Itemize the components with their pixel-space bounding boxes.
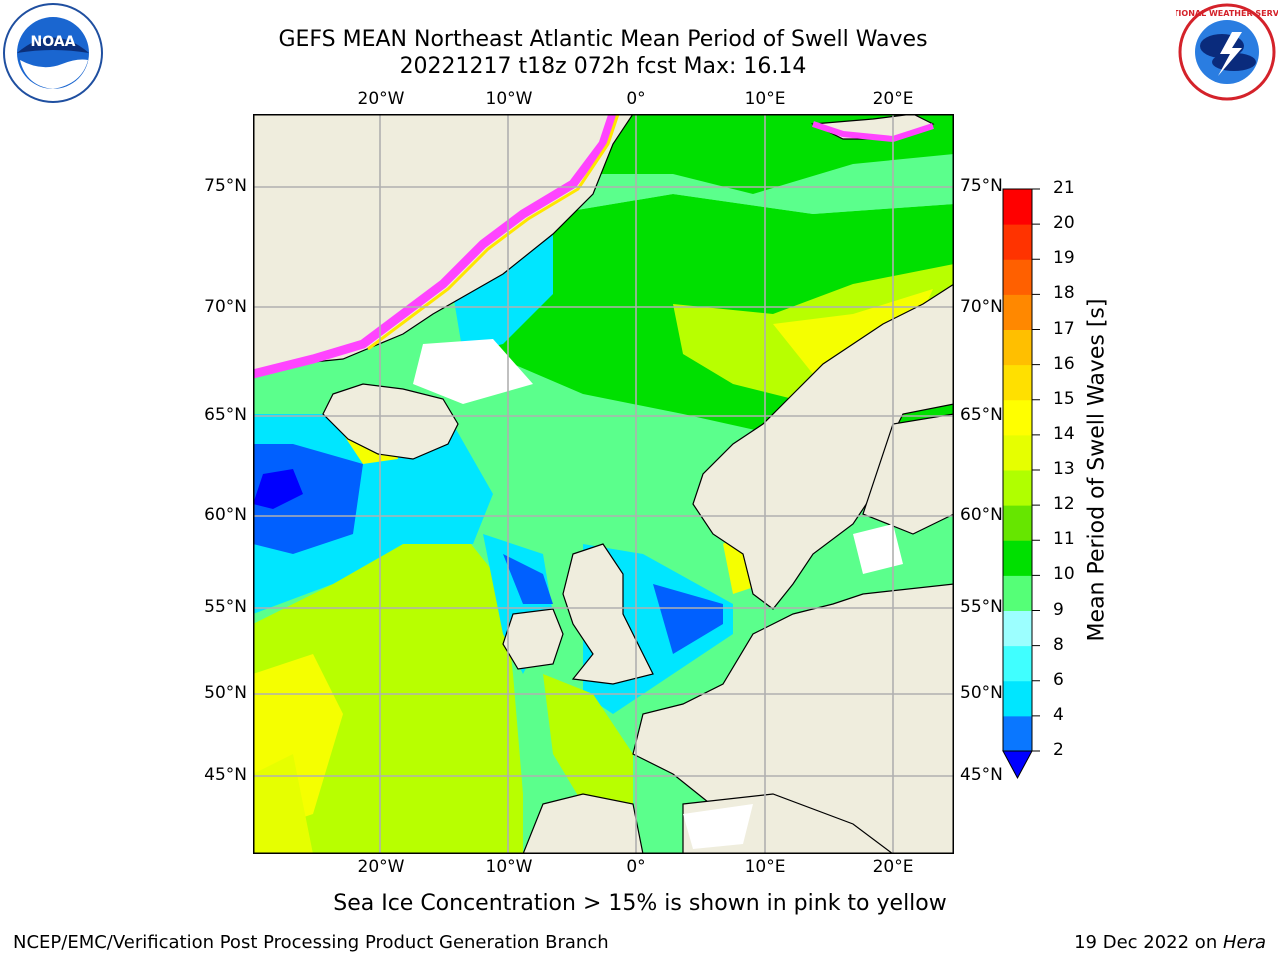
- finland: [862, 413, 954, 535]
- colorbar-swatch: [1003, 189, 1032, 225]
- footer-right: 19 Dec 2022 on Hera: [1074, 932, 1266, 953]
- footer-date: 19 Dec 2022 on: [1074, 932, 1223, 953]
- colorbar-tick-label: 16: [1053, 353, 1075, 374]
- lon-label-top-20w: 20°W: [357, 89, 405, 109]
- nws-logo-text: NATIONAL WEATHER SERVICE: [1176, 9, 1278, 18]
- lat-label-left-70n: 70°N: [204, 297, 247, 317]
- colorbar: [1002, 188, 1040, 780]
- ireland: [502, 608, 564, 670]
- lat-label-right-60n: 60°N: [960, 505, 1003, 525]
- colorbar-title: Mean Period of Swell Waves [s]: [1084, 298, 1110, 642]
- lat-label-right-50n: 50°N: [960, 683, 1003, 703]
- colorbar-tick-label: 15: [1053, 388, 1075, 409]
- lat-label-right-70n: 70°N: [960, 297, 1003, 317]
- chart-title-line2: 20221217 t18z 072h fcst Max: 16.14: [399, 54, 807, 79]
- colorbar-tick-label: 18: [1053, 283, 1075, 304]
- map-frame: [253, 114, 954, 854]
- no-data-areas: [413, 339, 903, 849]
- iberia: [522, 793, 644, 854]
- colorbar-swatch: [1003, 399, 1032, 436]
- colorbar-swatch: [1003, 505, 1032, 541]
- colorbar-swatch: [1003, 715, 1032, 752]
- colorbar-swatch: [1003, 645, 1032, 682]
- lat-label-left-55n: 55°N: [204, 597, 247, 617]
- colorbar-tick-label: 21: [1053, 178, 1075, 198]
- lat-label-left-75n: 75°N: [204, 176, 247, 196]
- colorbar-tick-label: 19: [1053, 248, 1075, 269]
- colorbar-swatch: [1003, 259, 1032, 295]
- chart-title-line1: GEFS MEAN Northeast Atlantic Mean Period…: [278, 27, 928, 52]
- iceland: [322, 383, 459, 460]
- graticule: [253, 114, 954, 854]
- noaa-logo: NOAA: [3, 3, 103, 103]
- lon-label-bottom-10w: 10°W: [485, 857, 533, 877]
- colorbar-swatch: [1003, 294, 1032, 330]
- colorbar-tick-label: 9: [1053, 599, 1064, 620]
- lat-label-right-65n: 65°N: [960, 405, 1003, 425]
- lon-label-bottom-20w: 20°W: [357, 857, 405, 877]
- lat-label-left-50n: 50°N: [204, 683, 247, 703]
- noaa-logo-text: NOAA: [31, 34, 76, 50]
- lon-label-top-10e: 10°E: [744, 89, 786, 109]
- great-britain: [562, 543, 654, 685]
- colorbar-tick-label: 12: [1053, 494, 1075, 515]
- colorbar-swatch: [1003, 224, 1032, 260]
- lat-label-left-65n: 65°N: [204, 405, 247, 425]
- continental-europe: [632, 583, 954, 854]
- footer-left: NCEP/EMC/Verification Post Processing Pr…: [13, 932, 609, 953]
- colorbar-tick-label: 13: [1053, 459, 1075, 479]
- colorbar-tick-label: 2: [1053, 740, 1064, 760]
- lon-label-top-0: 0°: [626, 89, 646, 109]
- footer-machine: Hera: [1222, 932, 1266, 953]
- colorbar-underflow-triangle: [1002, 750, 1033, 780]
- lon-label-top-10w: 10°W: [485, 89, 533, 109]
- colorbar-swatch: [1003, 610, 1032, 647]
- colorbar-swatch: [1003, 470, 1032, 506]
- colorbar-tick-label: 8: [1053, 634, 1064, 655]
- lat-label-right-55n: 55°N: [960, 597, 1003, 617]
- colorbar-swatch: [1003, 575, 1032, 611]
- colorbar-tick-label: 4: [1053, 704, 1064, 725]
- lon-label-bottom-20e: 20°E: [872, 857, 914, 877]
- colorbar-tick-label: 6: [1053, 669, 1064, 690]
- lon-label-bottom-10e: 10°E: [744, 857, 786, 877]
- lat-label-right-45n: 45°N: [960, 765, 1003, 785]
- colorbar-swatch: [1003, 364, 1032, 401]
- lon-label-top-20e: 20°E: [872, 89, 914, 109]
- nws-logo: NATIONAL WEATHER SERVICE: [1176, 3, 1278, 101]
- lon-label-bottom-0: 0°: [626, 857, 646, 877]
- colorbar-tick-label: 14: [1053, 423, 1075, 444]
- colorbar-tick-label: 20: [1053, 213, 1075, 234]
- swell-period-map: [253, 114, 954, 854]
- lat-label-left-60n: 60°N: [204, 505, 247, 525]
- colorbar-swatch: [1003, 680, 1032, 717]
- colorbar-tick-label: 17: [1053, 318, 1075, 339]
- lat-label-left-45n: 45°N: [204, 765, 247, 785]
- sea-ice-note: Sea Ice Concentration > 15% is shown in …: [333, 891, 947, 916]
- land-masses: [253, 114, 954, 854]
- colorbar-swatch: [1003, 540, 1032, 576]
- lat-label-right-75n: 75°N: [960, 176, 1003, 196]
- colorbar-tick-label: 11: [1053, 529, 1075, 550]
- colorbar-tick-label: 10: [1053, 564, 1075, 585]
- colorbar-swatch: [1003, 329, 1032, 366]
- colorbar-swatch: [1003, 434, 1032, 471]
